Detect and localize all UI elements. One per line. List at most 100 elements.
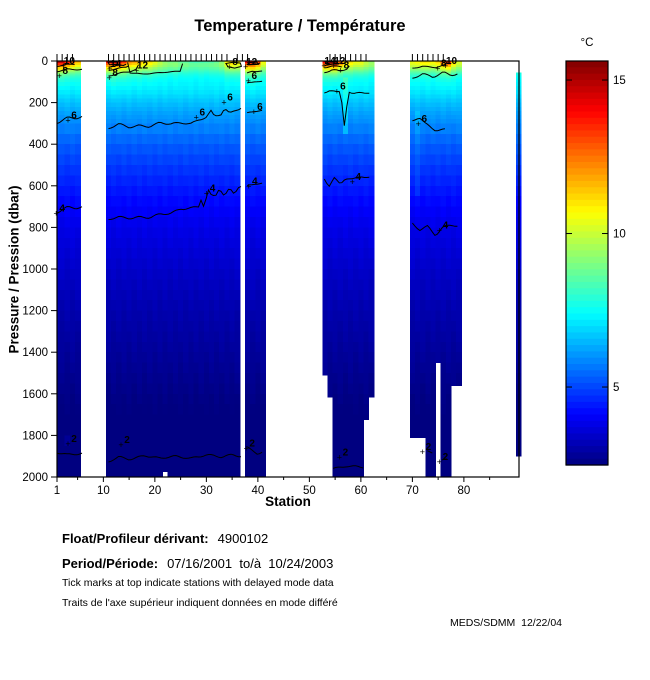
contour-line-2 — [427, 450, 433, 454]
contour-lines — [56, 61, 458, 469]
contour-line-6 — [108, 107, 242, 130]
contour-label: 6 — [251, 71, 257, 82]
contour-line-4 — [56, 205, 83, 214]
contour-line-4 — [108, 186, 242, 220]
svg-text:+: + — [61, 61, 66, 71]
x-axis: 1 10 20 30 40 50 60 70 80 — [54, 477, 491, 497]
contour-label: 2 — [426, 442, 432, 453]
y-axis: 0 200 400 600 800 1000 1200 1400 1600 1800 2000 — [22, 56, 57, 484]
heatmap — [57, 61, 522, 478]
float-label: Float/Profileur dérivant: — [62, 531, 209, 546]
contour-label: 6 — [340, 81, 346, 92]
contour-label: 4 — [252, 177, 258, 188]
x-tick-label: 70 — [406, 485, 419, 497]
contour-line-12 — [127, 62, 184, 75]
svg-text:+: + — [204, 188, 209, 198]
y-tick-label: 200 — [29, 98, 48, 110]
y-tick-label: 1400 — [22, 347, 48, 359]
x-tick-label: 1 — [54, 485, 60, 497]
period-value: 07/16/2001 to/à 10/24/2003 — [167, 556, 334, 571]
contour-label: 8 — [344, 61, 350, 72]
contour-line-10 — [324, 65, 342, 69]
contour-line-2 — [108, 453, 241, 463]
contour-line-6 — [324, 90, 370, 126]
svg-text:+: + — [244, 444, 249, 454]
svg-text:+: + — [221, 98, 226, 108]
contour-line-8 — [412, 71, 458, 79]
svg-text:+: + — [65, 439, 70, 449]
contour-line-4 — [246, 182, 263, 186]
svg-text:+: + — [251, 107, 256, 117]
colorbar-tick-label: 15 — [613, 75, 626, 87]
colorbar-unit-label: °C — [580, 37, 594, 49]
contour-line-10 — [246, 61, 260, 66]
contour-line-14 — [107, 61, 120, 66]
contour-line-6 — [56, 115, 83, 124]
contour-line-8 — [56, 68, 83, 73]
contour-label: 2 — [249, 439, 255, 450]
svg-text:+: + — [134, 66, 139, 76]
svg-text:+: + — [338, 66, 343, 76]
contour-label: 14 — [110, 59, 122, 70]
svg-text:+: + — [54, 208, 59, 218]
float-value: 4900102 — [217, 531, 269, 546]
y-tick-label: 2000 — [22, 472, 48, 484]
contour-line-10 — [56, 63, 75, 67]
svg-text:+: + — [350, 177, 355, 187]
period-annotation: Period/Période: 07/16/2001 to/à 10/24/200… — [62, 556, 333, 571]
contour-line-12 — [247, 62, 261, 66]
svg-text:+: + — [420, 447, 425, 457]
contour-line-4 — [323, 176, 370, 188]
svg-text:+: + — [337, 452, 342, 462]
contour-line-6 — [412, 117, 445, 132]
svg-text:+: + — [107, 64, 112, 74]
svg-text:+: + — [416, 119, 421, 129]
svg-text:+: + — [65, 115, 70, 125]
svg-text:+: + — [57, 71, 62, 81]
contour-label: 8 — [232, 57, 238, 68]
svg-text:+: + — [246, 76, 251, 86]
x-tick-label: 40 — [251, 485, 264, 497]
x-tick-label: 50 — [303, 485, 316, 497]
contour-label: 6 — [257, 102, 263, 113]
svg-text:+: + — [118, 440, 123, 450]
contour-line-10 — [412, 61, 448, 69]
contour-label: 4 — [59, 203, 65, 214]
x-axis-title: Station — [265, 494, 311, 509]
svg-text:+: + — [331, 61, 336, 71]
contour-line-8 — [324, 65, 350, 74]
colorbar-tick-label: 5 — [613, 382, 619, 394]
y-tick-label: 1200 — [22, 306, 48, 318]
contour-label: 12 — [137, 61, 149, 72]
svg-text:+: + — [437, 225, 442, 235]
contour-line-6 — [246, 109, 263, 114]
note-english: Tick marks at top indicate stations with… — [62, 577, 334, 589]
contour-line-8 — [225, 61, 243, 69]
contour-label: 6 — [421, 114, 427, 125]
x-tick-label: 60 — [354, 485, 367, 497]
y-tick-label: 400 — [29, 139, 48, 151]
contour-label: 6 — [227, 93, 233, 104]
colorbar: 5 10 15 — [565, 60, 626, 466]
svg-text:+: + — [334, 86, 339, 96]
chart-title: Temperature / Température — [194, 17, 406, 35]
svg-text:+: + — [227, 62, 232, 72]
contour-label: 12 — [246, 57, 258, 68]
y-tick-label: 800 — [29, 222, 48, 234]
contour-line-4 — [412, 222, 458, 237]
contour-label: 2 — [71, 434, 77, 445]
svg-text:+: + — [437, 457, 442, 467]
x-tick-label: 10 — [97, 485, 110, 497]
contour-line-14 — [324, 61, 340, 65]
contour-line-8 — [246, 70, 263, 74]
svg-text:+: + — [435, 63, 440, 73]
contour-label: 4 — [356, 172, 362, 183]
y-tick-label: 600 — [29, 181, 48, 193]
svg-text:+: + — [443, 61, 448, 71]
contour-label: 4 — [443, 220, 449, 231]
contour-label: 4 — [210, 183, 216, 194]
svg-text:+: + — [246, 182, 251, 192]
meds-stamp: MEDS/SDMM 12/22/04 — [449, 617, 562, 629]
svg-text:+: + — [243, 62, 248, 72]
